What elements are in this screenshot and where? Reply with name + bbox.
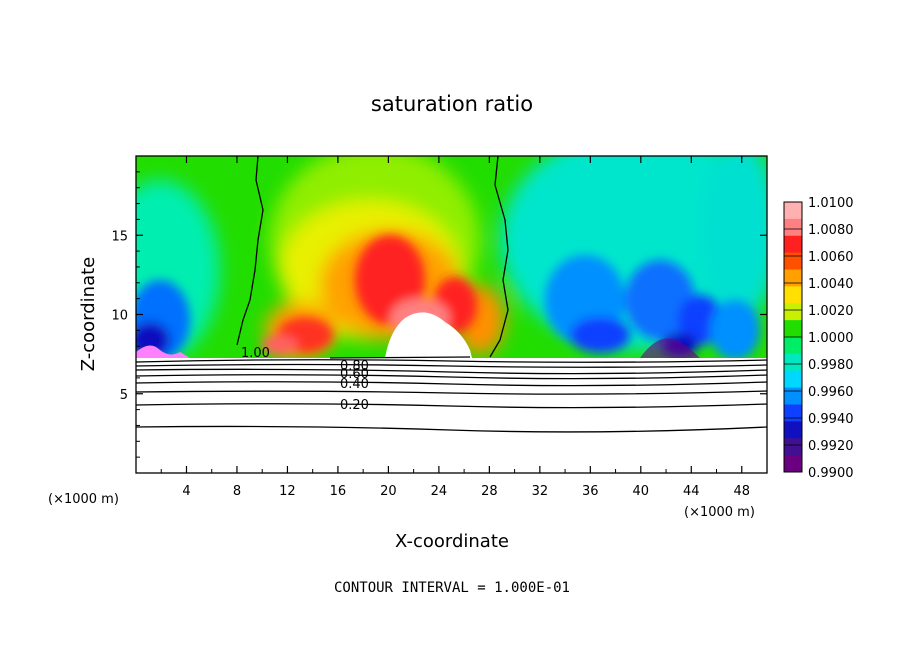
colorbar: 1.0100 1.0080 1.0060 1.0040 1.0020 1.0000 0.99… [783,196,854,481]
contour-label-0.60: 0.60 [340,367,369,382]
contour-line-h [135,425,768,433]
y-axis-ticks: 5 10 15 [111,171,767,458]
chart-title: saturation ratio [371,92,533,116]
contour-label-0.20: 0.20 [340,398,369,413]
contour-label-1.00: 1.00 [241,346,270,361]
x-tick-label: 28 [481,484,498,499]
colorbar-swatch [784,387,802,405]
colorbar-label: 0.9960 [808,385,854,400]
y-axis-title: Z-coordinate [78,257,99,372]
colorbar-swatch [784,404,802,422]
contour-line-d [135,374,768,380]
colorbar-label: 1.0000 [808,331,854,346]
y-tick-label: 10 [111,309,128,324]
x-tick-label: 4 [182,484,190,499]
colorbar-swatch [784,286,802,304]
colorbar-swatch [784,438,802,456]
x-tick-label: 48 [733,484,750,499]
contour-line-1.00-left [236,155,264,346]
contour-line-f [135,390,768,395]
colorbar-label: 1.0020 [808,304,854,319]
contour-line-c [135,368,768,375]
colorbar-swatch [784,303,802,321]
heatmap-field [136,156,767,473]
contour-line-a [135,359,768,363]
colorbar-label: 0.9920 [808,439,854,454]
x-tick-label: 40 [633,484,650,499]
contour-lines [135,155,768,433]
colorbar-swatch [784,353,802,372]
contour-line-b [135,363,768,368]
contour-label-0.80: 0.80 [340,359,369,374]
colorbar-label: 0.9940 [808,412,854,427]
colorbar-swatch [784,320,802,338]
x-axis-title: X-coordinate [395,531,509,552]
contour-line-1.00-right [489,155,509,358]
colorbar-swatch [784,218,802,237]
colorbar-swatch [784,269,802,287]
y-tick-label: 5 [120,388,128,403]
contour-line-1.00-base [329,356,471,359]
x-tick-label: 20 [380,484,397,499]
contour-label-0.40: 0.40 [340,377,369,392]
x-unit-left: (×1000 m) [48,492,119,507]
colorbar-label: 1.0040 [808,277,854,292]
x-tick-label: 12 [279,484,296,499]
contour-line-g [135,403,768,409]
colorbar-swatch [784,370,802,389]
colorbar-label: 1.0080 [808,223,854,238]
colorbar-label: 1.0060 [808,250,854,265]
colorbar-label: 0.9980 [808,358,854,373]
colorbar-swatch [784,455,802,473]
colorbar-label: 1.0100 [808,196,854,211]
contour-labels: 1.00 0.80 0.60 0.40 0.20 [241,346,369,413]
colorbar-swatch [784,337,802,355]
x-tick-label: 24 [431,484,448,499]
y-tick-label: 15 [111,229,128,244]
x-tick-label: 16 [330,484,347,499]
x-tick-label: 32 [532,484,549,499]
colorbar-swatch [784,252,802,270]
contour-line-e [135,381,768,387]
contour-interval-note: CONTOUR INTERVAL = 1.000E-01 [334,580,570,596]
x-tick-label: 44 [683,484,700,499]
colorbar-swatch [784,202,802,220]
x-axis-ticks: 4 8 12 16 20 24 28 32 36 40 44 48 [160,156,750,499]
x-tick-label: 8 [233,484,241,499]
colorbar-label: 0.9900 [808,466,854,481]
x-unit-right: (×1000 m) [684,505,755,520]
colorbar-swatch [784,421,802,439]
x-tick-label: 36 [582,484,599,499]
colorbar-swatch [784,235,802,254]
